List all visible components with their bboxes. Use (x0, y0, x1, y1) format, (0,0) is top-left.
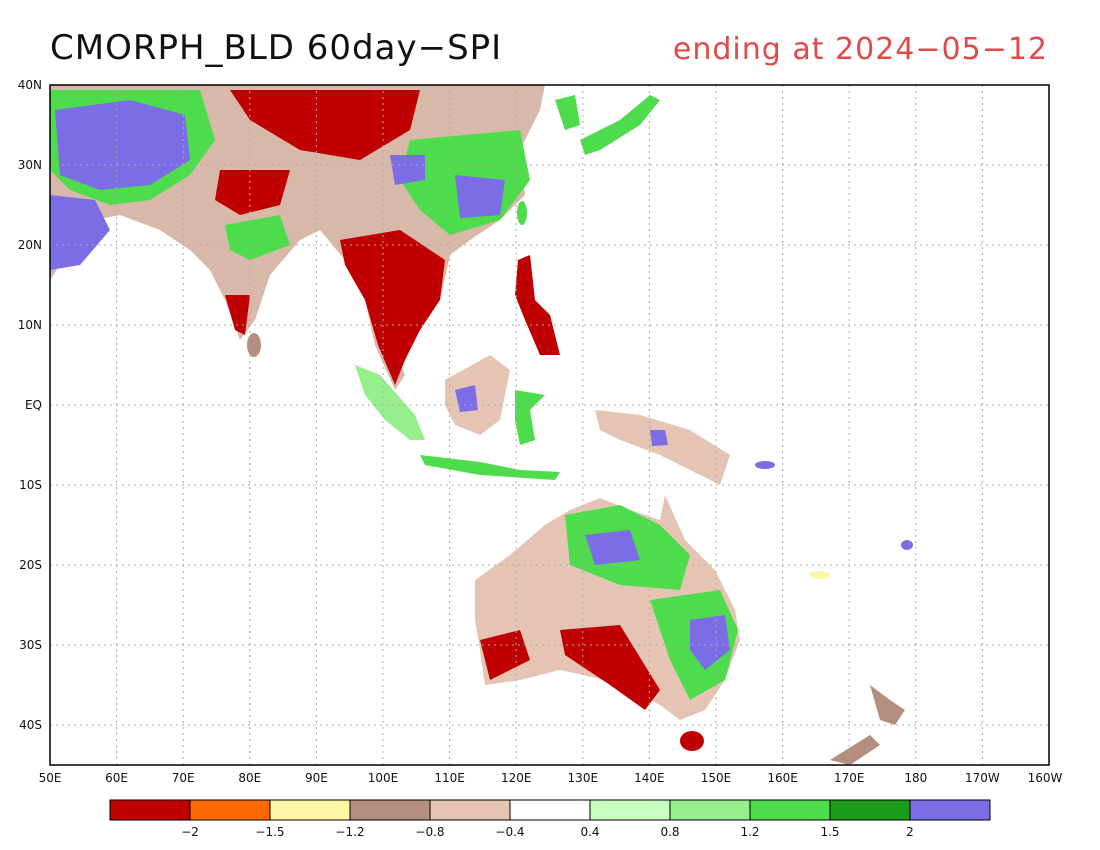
lon-label: 160E (767, 771, 798, 785)
lon-label: 90E (305, 771, 328, 785)
map-panel: 40N 30N 20N 10N EQ 10S 20S 30S 40S 50E 6… (18, 78, 1063, 785)
legend-label: −1.2 (335, 825, 364, 839)
lat-labels: 40N 30N 20N 10N EQ 10S 20S 30S 40S (18, 78, 42, 732)
lat-label: 10S (19, 478, 42, 492)
land-korea (555, 95, 580, 130)
lon-label: 50E (39, 771, 62, 785)
land-sulawesi (515, 390, 545, 445)
land-fiji (901, 540, 913, 550)
very-wet-east-australia (690, 615, 730, 670)
lon-label: 150E (701, 771, 732, 785)
land-taiwan (517, 201, 527, 225)
gridlines (50, 85, 1049, 765)
land-new-guinea (595, 410, 730, 485)
land-tasmania (680, 731, 704, 751)
land-solomon-islands (755, 461, 775, 469)
dry-region-west-australia (480, 630, 530, 680)
legend-label: −1.5 (255, 825, 284, 839)
legend-label: 0.4 (580, 825, 599, 839)
lat-label: 10N (18, 318, 42, 332)
lat-label: EQ (25, 398, 42, 412)
very-wet-tibet (55, 100, 190, 190)
legend-label: 1.2 (740, 825, 759, 839)
lat-label: 30S (19, 638, 42, 652)
legend-label: −0.4 (495, 825, 524, 839)
legend-swatch (109, 799, 191, 821)
colorbar-swatches (109, 799, 991, 821)
wet-region-new-guinea (650, 430, 668, 446)
lon-label: 100E (368, 771, 399, 785)
land-sumatra (355, 365, 425, 440)
land-java (420, 455, 560, 480)
lon-label: 170E (834, 771, 865, 785)
legend-swatch (669, 799, 751, 821)
lat-label: 40S (19, 718, 42, 732)
legend-label: 1.5 (820, 825, 839, 839)
lon-label: 160W (1028, 771, 1063, 785)
legend-swatch (269, 799, 351, 821)
land-new-caledonia (810, 571, 830, 579)
legend-label: −0.8 (415, 825, 444, 839)
lon-label: 60E (105, 771, 128, 785)
land-borneo (445, 355, 510, 435)
lon-label: 80E (238, 771, 261, 785)
legend-swatch (189, 799, 271, 821)
legend-swatch (589, 799, 671, 821)
legend-swatch (749, 799, 831, 821)
lat-label: 20S (19, 558, 42, 572)
legend-swatch (509, 799, 591, 821)
dry-region-south-australia (560, 625, 660, 710)
lat-label: 30N (18, 158, 42, 172)
very-wet-queensland (585, 530, 640, 565)
lon-label: 180 (904, 771, 927, 785)
legend-swatch (429, 799, 511, 821)
colorbar-legend: −2 −1.5 −1.2 −0.8 −0.4 0.4 0.8 1.2 1.5 2 (109, 799, 991, 839)
land-new-zealand-north (870, 685, 905, 725)
lon-label: 170W (965, 771, 1000, 785)
legend-swatch (909, 799, 991, 821)
legend-swatch (829, 799, 911, 821)
lat-label: 20N (18, 238, 42, 252)
wet-region-india (225, 215, 290, 260)
wet-region-borneo (455, 385, 478, 412)
legend-label: 2 (906, 825, 914, 839)
dry-region-north-china (230, 90, 420, 160)
land-new-zealand-south (830, 735, 880, 765)
very-wet-tibet-east (390, 155, 425, 185)
map-title: CMORPH_BLD 60day−SPI (50, 28, 503, 68)
legend-label: −2 (181, 825, 199, 839)
dry-region-india (215, 170, 290, 215)
legend-swatch (349, 799, 431, 821)
dry-region-indochina (340, 230, 445, 385)
land-philippines (515, 255, 560, 355)
map-frame (49, 84, 1050, 766)
land-sri-lanka (247, 333, 261, 357)
lon-label: 110E (434, 771, 465, 785)
colorbar-labels: −2 −1.5 −1.2 −0.8 −0.4 0.4 0.8 1.2 1.5 2 (181, 825, 914, 839)
lon-label: 70E (172, 771, 195, 785)
land-japan (580, 95, 660, 155)
very-wet-south-china (455, 175, 505, 218)
map-date: ending at 2024−05−12 (672, 32, 1048, 67)
lat-label: 40N (18, 78, 42, 92)
very-wet-arabia (50, 195, 110, 270)
lon-label: 140E (634, 771, 665, 785)
lon-labels: 50E 60E 70E 80E 90E 100E 110E 120E 130E … (39, 771, 1063, 785)
legend-label: 0.8 (660, 825, 679, 839)
land-masses (50, 85, 913, 765)
lon-label: 130E (568, 771, 599, 785)
lon-label: 120E (501, 771, 532, 785)
